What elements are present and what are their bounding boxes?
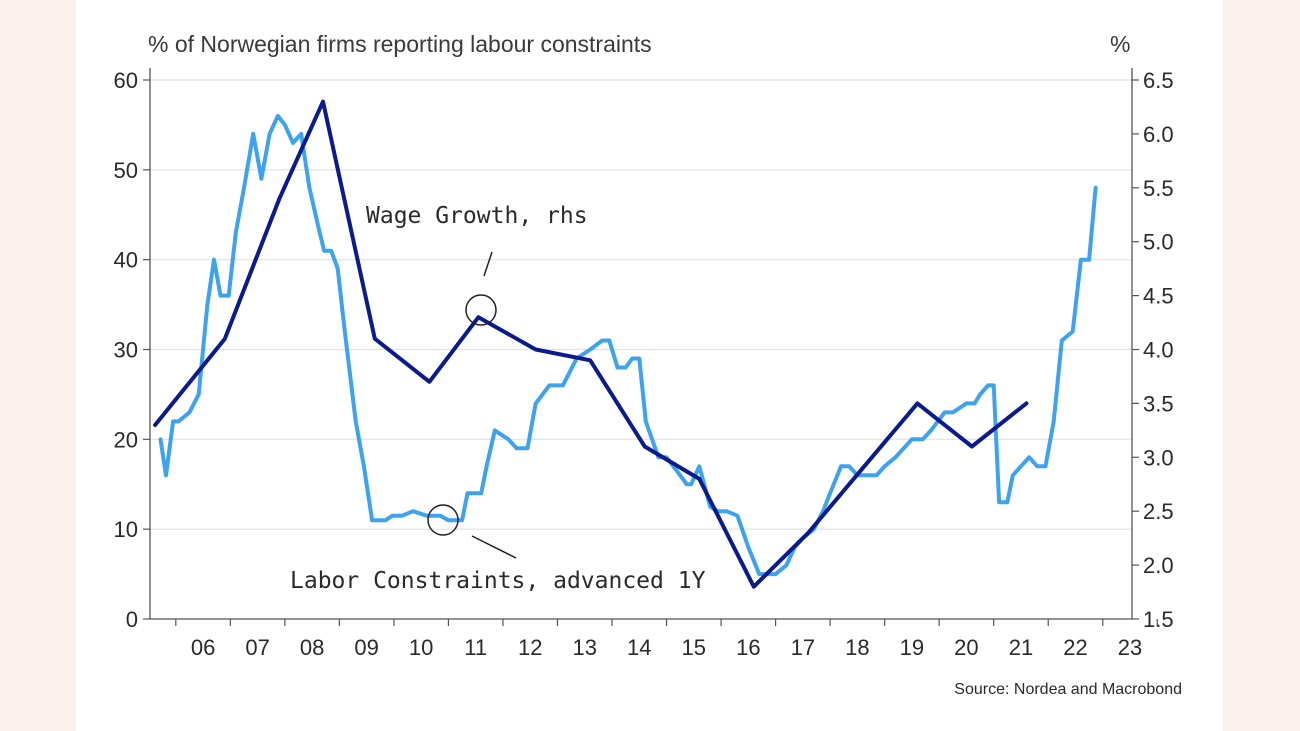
labor-annotation-leader [471,535,517,559]
x-tick-label: 09 [354,635,378,660]
x-tick-label: 18 [845,635,869,660]
right-tick-label: 2.0 [1143,553,1174,578]
left-tick-label: 40 [114,248,138,273]
right-axis-title: % [1110,31,1130,57]
labor-annotation-circle [427,504,459,536]
x-tick-label: 10 [409,635,433,660]
right-tick-label: 5.5 [1143,176,1174,201]
x-tick-label: 08 [300,635,324,660]
right-tick-label: 6.0 [1143,122,1174,147]
wage-annotation-leader [483,251,493,277]
x-tick-label: 12 [518,635,542,660]
line-chart: 0 10 20 30 40 50 60 1.5 2.0 2.5 3.0 3.5 4.0 4.5 5.0 5.5… [114,31,1182,698]
source-note: Source: Nordea and Macrobond [954,681,1182,698]
x-tick-label: 19 [900,635,924,660]
left-tick-label: 60 [114,68,138,93]
x-tick-label: 14 [627,635,651,660]
x-tick-label: 16 [736,635,760,660]
gridlines [150,79,1132,530]
axes: 0 10 20 30 40 50 60 1.5 2.0 2.5 3.0 3.5 4.0 4.5 5.0 5.5… [114,68,1174,660]
x-tick-label: 22 [1063,635,1087,660]
labor-constraints-line [158,113,1098,577]
x-tick-label: 20 [954,635,978,660]
chart-card: 0 10 20 30 40 50 60 1.5 2.0 2.5 3.0 3.5 4.0 4.5 5.0 5.5… [76,0,1223,731]
x-tick-label: 06 [191,635,215,660]
x-tick-label: 11 [464,635,487,660]
right-tick-label: 4.0 [1143,338,1174,363]
right-tick-label: 3.5 [1143,391,1174,416]
x-tick-label: 07 [245,635,269,660]
left-tick-label: 30 [114,338,138,363]
left-tick-label: 10 [114,517,138,542]
annotations: Wage Growth, rhs Labor Constraints, adva… [290,203,706,594]
x-tick-label: 17 [791,635,815,660]
wage-growth-line [153,99,1029,589]
right-tick-label: 2.5 [1143,499,1174,524]
right-tick-label: 3.0 [1143,445,1174,470]
series-lines [153,99,1098,589]
labor-annotation-label: Labor Constraints, advanced 1Y [290,568,706,594]
x-tick-label: 15 [682,635,706,660]
left-tick-label: 50 [114,158,138,183]
chart-title: % of Norwegian firms reporting labour co… [148,31,652,57]
right-tick-label: 4.5 [1143,284,1174,309]
left-tick-label: 20 [114,427,138,452]
x-tick-label: 23 [1118,635,1142,660]
right-tick-label: 1.5 [1143,607,1174,632]
right-tick-label: 5.0 [1143,230,1174,255]
x-tick-label: 13 [573,635,597,660]
wage-annotation-label: Wage Growth, rhs [366,203,588,229]
wage-annotation-circle [465,294,497,326]
x-tick-label: 21 [1009,635,1033,660]
left-tick-label: 0 [126,607,138,632]
right-tick-label: 6.5 [1143,68,1174,93]
